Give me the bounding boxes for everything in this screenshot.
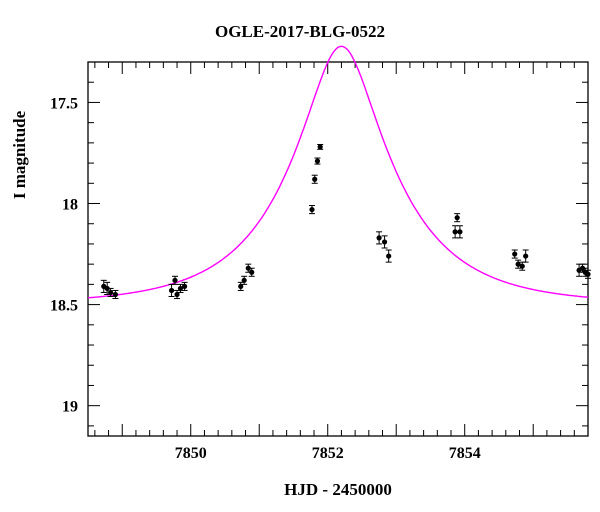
data-point	[172, 277, 178, 283]
data-point	[112, 291, 118, 298]
data-point	[512, 251, 518, 257]
x-tick-label: 7850	[175, 445, 207, 462]
data-point	[181, 283, 188, 289]
data-point	[238, 283, 244, 289]
y-axis-label: I magnitude	[10, 110, 29, 200]
x-axis-label: HJD - 2450000	[284, 480, 392, 499]
data-point	[454, 215, 460, 221]
data-point	[519, 263, 525, 269]
data-point	[381, 239, 388, 245]
data-point	[515, 261, 521, 267]
data-point	[457, 229, 463, 235]
y-tick-label: 18	[62, 197, 78, 214]
plot-frame	[87, 61, 589, 437]
model-curve	[87, 45, 589, 299]
data-point	[309, 206, 315, 213]
chart-title: OGLE-2017-BLG-0522	[214, 22, 385, 41]
y-tick-label: 18.5	[50, 298, 78, 315]
data-point	[376, 235, 382, 241]
x-tick-label: 7854	[449, 445, 481, 462]
data-point	[249, 269, 255, 275]
data-point	[452, 229, 458, 235]
data-point	[585, 271, 591, 277]
data-point	[241, 277, 247, 283]
data-point	[386, 253, 392, 259]
y-tick-label: 19	[62, 399, 78, 416]
data-point	[523, 253, 529, 259]
data-point	[317, 144, 323, 150]
data-point	[168, 287, 175, 294]
x-tick-label: 7852	[312, 445, 344, 462]
data-point	[174, 291, 180, 298]
y-tick-label: 17.5	[50, 95, 78, 112]
data-point	[104, 285, 110, 292]
data-point	[312, 176, 318, 182]
data-point	[177, 285, 184, 292]
data-point	[314, 158, 321, 164]
data-point	[108, 289, 114, 296]
data-point	[245, 265, 251, 271]
